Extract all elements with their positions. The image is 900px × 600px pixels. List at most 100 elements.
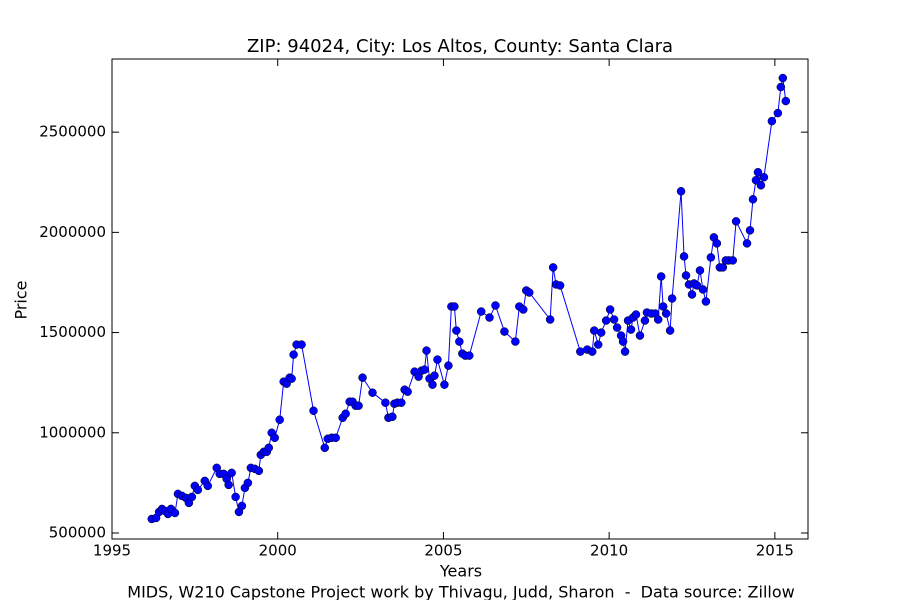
point <box>270 433 279 443</box>
point <box>731 217 741 226</box>
point <box>618 337 628 346</box>
point <box>237 501 247 511</box>
point <box>525 288 534 297</box>
point <box>778 73 788 83</box>
point <box>491 301 500 310</box>
point <box>587 347 597 356</box>
point <box>309 406 318 415</box>
point <box>485 313 494 322</box>
point <box>320 443 330 453</box>
point <box>759 172 769 182</box>
point <box>609 315 619 324</box>
point <box>511 337 520 346</box>
point <box>275 415 284 425</box>
point <box>593 340 603 349</box>
point <box>756 181 766 190</box>
point <box>243 478 253 488</box>
point <box>354 401 363 410</box>
x-axis-label: Years <box>439 562 482 581</box>
point <box>626 325 636 334</box>
point <box>640 316 650 325</box>
x-tick-label: 2015 <box>756 542 794 560</box>
point <box>397 398 406 407</box>
point <box>331 433 340 443</box>
point <box>500 327 509 336</box>
point <box>403 387 412 396</box>
point <box>748 195 758 204</box>
point <box>695 266 705 275</box>
y-tick-label: 500000 <box>49 523 106 541</box>
point <box>465 351 474 360</box>
point <box>635 331 645 340</box>
point <box>676 187 686 196</box>
point <box>170 508 180 518</box>
point <box>753 167 763 177</box>
point <box>667 294 677 303</box>
point <box>665 326 675 335</box>
point <box>605 305 615 314</box>
chart-title: ZIP: 94024, City: Los Altos, County: San… <box>247 36 673 57</box>
point <box>612 323 622 332</box>
point <box>264 443 274 453</box>
point <box>698 285 708 294</box>
point <box>681 271 691 280</box>
x-tick-label: 2010 <box>590 542 628 560</box>
point <box>596 328 606 337</box>
point <box>203 481 213 491</box>
point <box>452 326 461 335</box>
x-tick-label: 2000 <box>259 542 297 560</box>
point <box>701 297 711 306</box>
point <box>545 315 555 324</box>
y-tick-label: 2500000 <box>39 123 106 141</box>
point <box>706 253 716 262</box>
point <box>455 337 464 346</box>
point <box>444 361 453 370</box>
plot-frame <box>111 58 809 540</box>
point <box>781 96 791 106</box>
point <box>440 380 449 389</box>
point <box>548 263 558 272</box>
point <box>368 388 377 397</box>
point <box>679 252 689 261</box>
point <box>428 380 437 389</box>
point <box>193 485 203 495</box>
point <box>742 239 752 248</box>
y-tick-label: 1500000 <box>39 323 106 341</box>
point <box>601 316 611 325</box>
point <box>656 272 666 281</box>
point <box>476 307 486 316</box>
point <box>745 226 755 235</box>
y-tick-label: 2000000 <box>39 223 106 241</box>
y-tick-label: 1000000 <box>39 423 106 441</box>
point <box>631 310 641 319</box>
x-tick-label: 1995 <box>93 542 131 560</box>
point <box>420 365 429 374</box>
point <box>289 350 298 359</box>
point <box>519 305 528 314</box>
point <box>692 281 702 290</box>
point <box>712 239 722 248</box>
point <box>388 412 397 421</box>
point <box>224 480 233 490</box>
point <box>297 340 306 349</box>
point <box>687 290 697 299</box>
point <box>653 315 663 324</box>
point <box>381 398 390 407</box>
point <box>254 466 264 476</box>
point <box>187 492 197 502</box>
point <box>358 373 367 382</box>
point <box>287 374 296 383</box>
point <box>433 355 442 364</box>
point <box>341 409 350 418</box>
point <box>430 371 439 380</box>
point <box>227 468 236 478</box>
point <box>728 256 738 265</box>
point <box>767 116 777 126</box>
point <box>620 347 630 356</box>
point <box>422 346 431 355</box>
point <box>773 108 783 118</box>
point <box>450 302 459 311</box>
caption: MIDS, W210 Capstone Project work by Thiv… <box>127 583 794 600</box>
